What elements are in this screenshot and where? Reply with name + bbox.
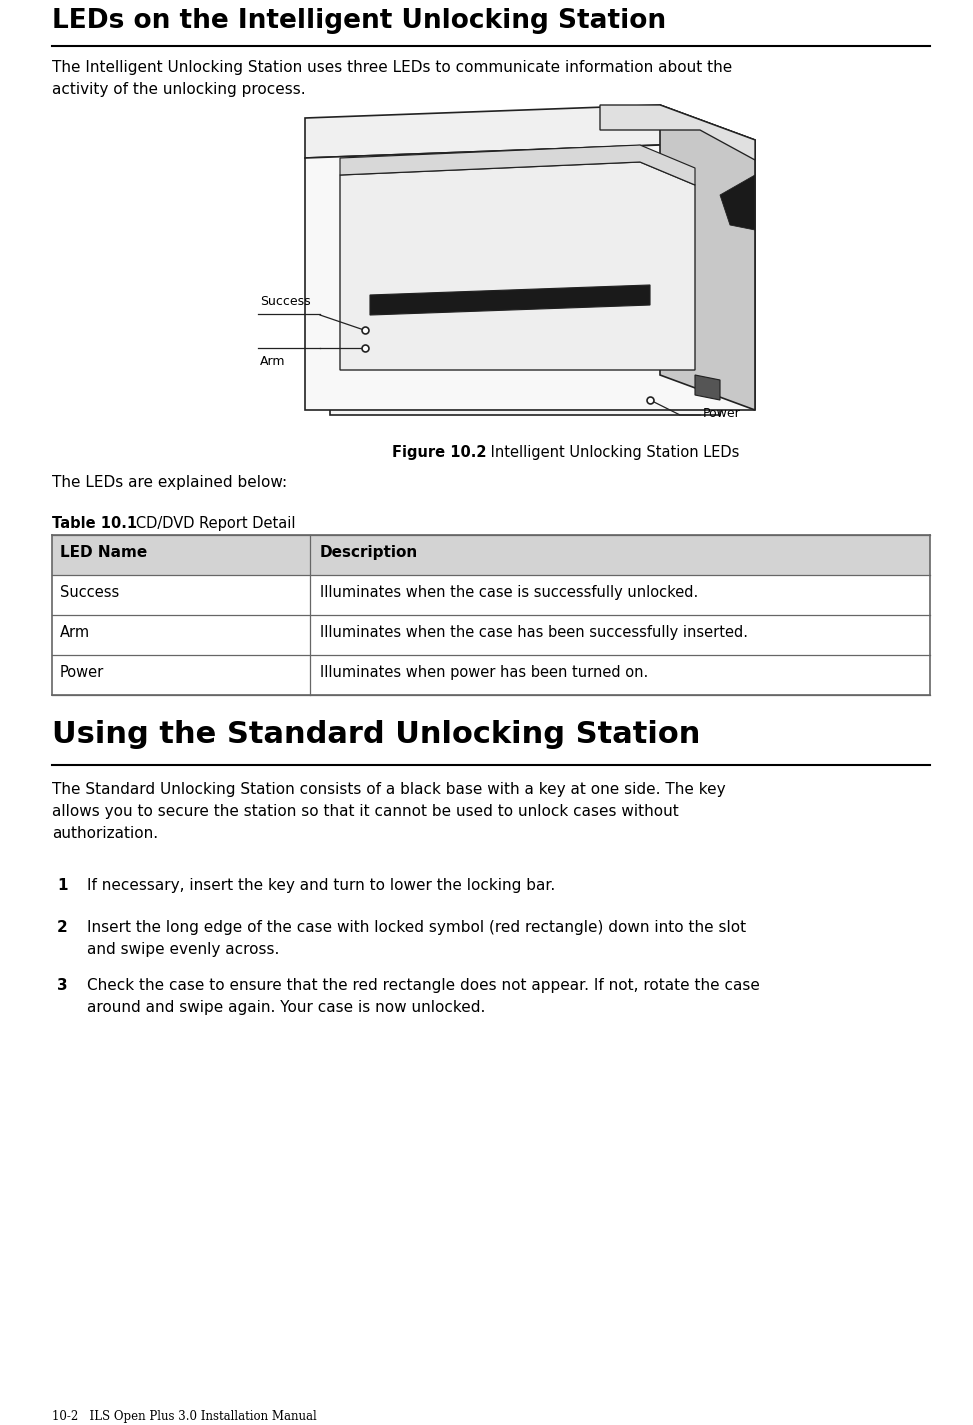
Text: Illuminates when the case is successfully unlocked.: Illuminates when the case is successfull…: [320, 586, 699, 600]
Text: Illuminates when the case has been successfully inserted.: Illuminates when the case has been succe…: [320, 626, 748, 640]
Text: CD/DVD Report Detail: CD/DVD Report Detail: [122, 516, 296, 532]
Text: Power: Power: [60, 665, 104, 680]
Text: 1: 1: [57, 878, 67, 893]
Text: Table 10.1: Table 10.1: [52, 516, 137, 532]
Text: Arm: Arm: [260, 355, 285, 368]
Text: The Standard Unlocking Station consists of a black base with a key at one side. : The Standard Unlocking Station consists …: [52, 782, 726, 841]
Bar: [52, 616, 930, 656]
Polygon shape: [600, 105, 755, 160]
Text: Using the Standard Unlocking Station: Using the Standard Unlocking Station: [52, 720, 701, 750]
Text: Illuminates when power has been turned on.: Illuminates when power has been turned o…: [320, 665, 648, 680]
Bar: [52, 656, 930, 695]
Polygon shape: [340, 162, 695, 371]
Text: Intelligent Unlocking Station LEDs: Intelligent Unlocking Station LEDs: [486, 445, 739, 460]
Text: Description: Description: [320, 544, 418, 560]
Bar: [52, 576, 930, 616]
Bar: [52, 534, 930, 576]
Text: 3: 3: [57, 978, 68, 993]
Polygon shape: [695, 375, 720, 400]
Text: If necessary, insert the key and turn to lower the locking bar.: If necessary, insert the key and turn to…: [87, 878, 556, 893]
Text: Insert the long edge of the case with locked symbol (red rectangle) down into th: Insert the long edge of the case with lo…: [87, 921, 746, 958]
Text: The LEDs are explained below:: The LEDs are explained below:: [52, 475, 287, 490]
Text: Power: Power: [703, 406, 740, 419]
Text: LED Name: LED Name: [60, 544, 147, 560]
Polygon shape: [305, 105, 755, 175]
Polygon shape: [660, 105, 755, 410]
Text: 2: 2: [57, 921, 68, 935]
Text: Arm: Arm: [60, 626, 90, 640]
Text: Check the case to ensure that the red rectangle does not appear. If not, rotate : Check the case to ensure that the red re…: [87, 978, 760, 1015]
Text: The Intelligent Unlocking Station uses three LEDs to communicate information abo: The Intelligent Unlocking Station uses t…: [52, 60, 733, 97]
Text: Success: Success: [60, 586, 120, 600]
Polygon shape: [330, 249, 720, 415]
Text: 10-2   ILS Open Plus 3.0 Installation Manual: 10-2 ILS Open Plus 3.0 Installation Manu…: [52, 1409, 317, 1424]
Text: Success: Success: [260, 295, 310, 308]
Polygon shape: [720, 175, 755, 229]
Polygon shape: [340, 145, 695, 185]
Text: Figure 10.2: Figure 10.2: [391, 445, 486, 460]
Polygon shape: [305, 145, 755, 410]
Text: LEDs on the Intelligent Unlocking Station: LEDs on the Intelligent Unlocking Statio…: [52, 9, 667, 34]
Polygon shape: [370, 285, 650, 315]
